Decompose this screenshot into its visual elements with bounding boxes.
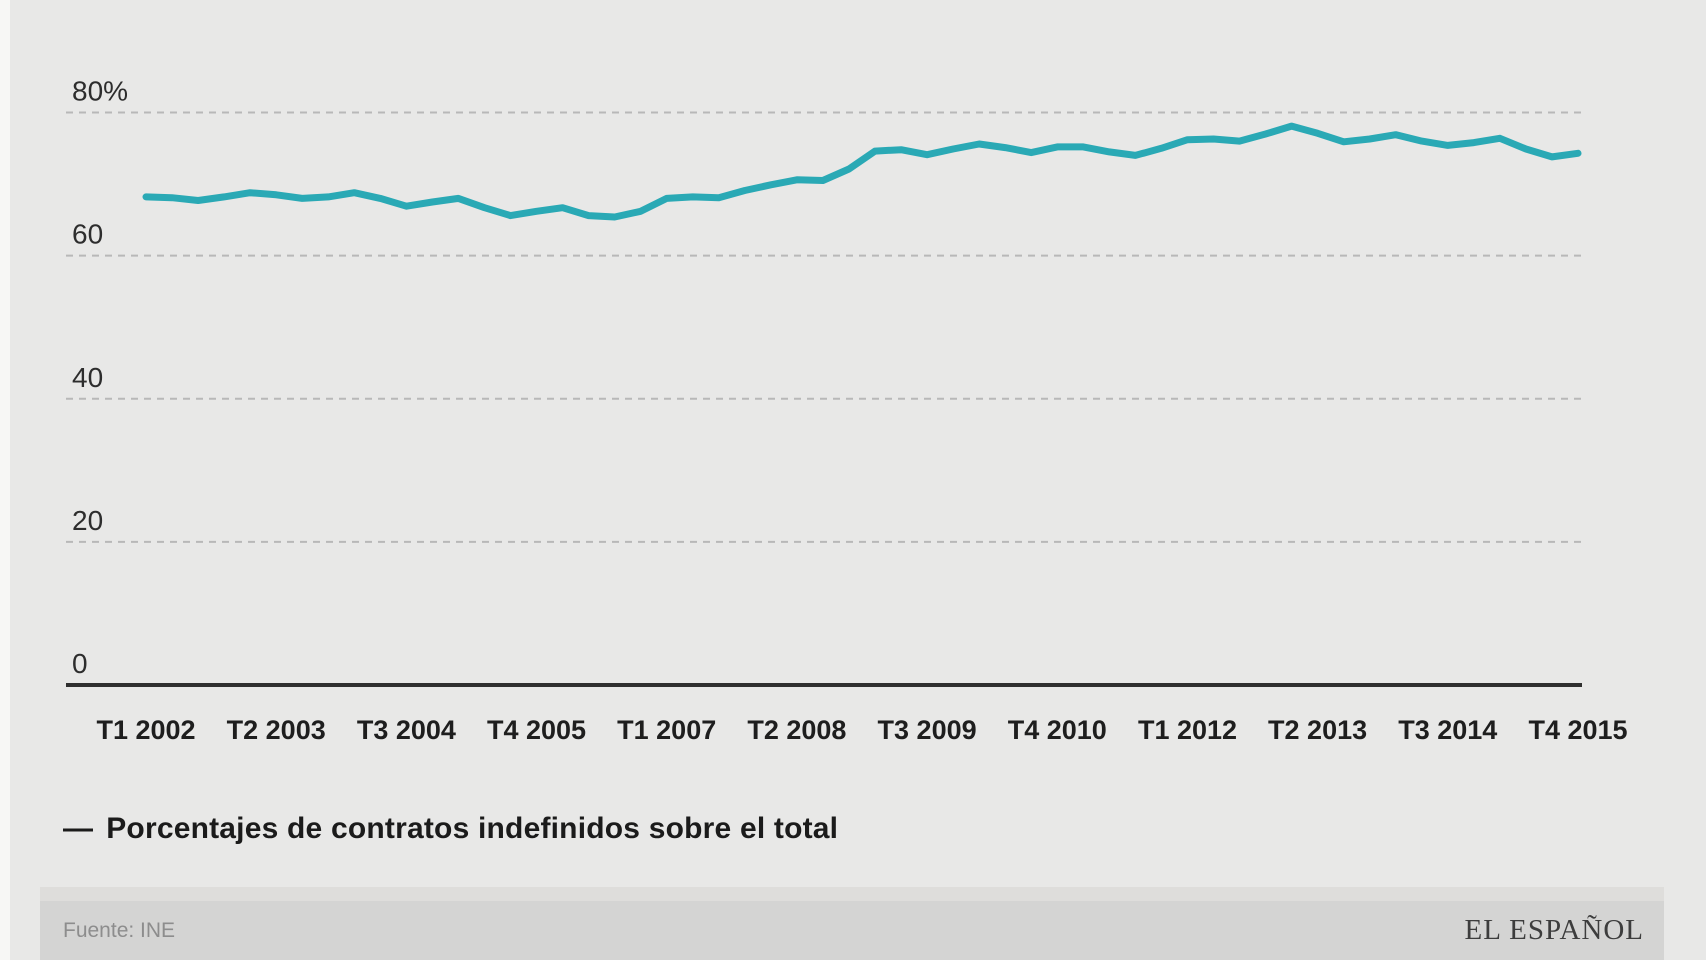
x-tick-label: T1 2002: [96, 715, 195, 745]
x-tick-label: T2 2003: [227, 715, 326, 745]
source-label: Fuente: INE: [63, 918, 176, 942]
legend-line-swatch: —: [63, 812, 94, 845]
x-tick-label: T1 2012: [1138, 715, 1237, 745]
x-tick-label: T4 2005: [487, 715, 586, 745]
legend-label: Porcentajes de contratos indefinidos sob…: [106, 812, 839, 845]
x-tick-label: T1 2007: [617, 715, 716, 745]
x-tick-label: T2 2013: [1268, 715, 1367, 745]
y-tick-label: 60: [72, 219, 103, 250]
y-tick-label: 20: [72, 505, 103, 536]
y-tick-label: 0: [72, 648, 88, 679]
x-tick-label: T3 2014: [1398, 715, 1497, 745]
x-tick-label: T4 2015: [1528, 715, 1627, 745]
x-tick-label: T4 2010: [1008, 715, 1107, 745]
left-margin-strip: [0, 0, 10, 960]
footer-bar: Fuente: INE EL ESPAÑOL: [40, 887, 1664, 960]
legend: — Porcentajes de contratos indefinidos s…: [63, 812, 838, 846]
series-line: [142, 122, 1582, 221]
x-tick-label: T2 2008: [747, 715, 846, 745]
brand-logo: EL ESPAÑOL: [1464, 914, 1644, 946]
y-tick-label: 40: [72, 362, 103, 393]
y-tick-label: 80%: [72, 76, 128, 107]
x-tick-label: T3 2009: [878, 715, 977, 745]
x-tick-label: T3 2004: [357, 715, 456, 745]
